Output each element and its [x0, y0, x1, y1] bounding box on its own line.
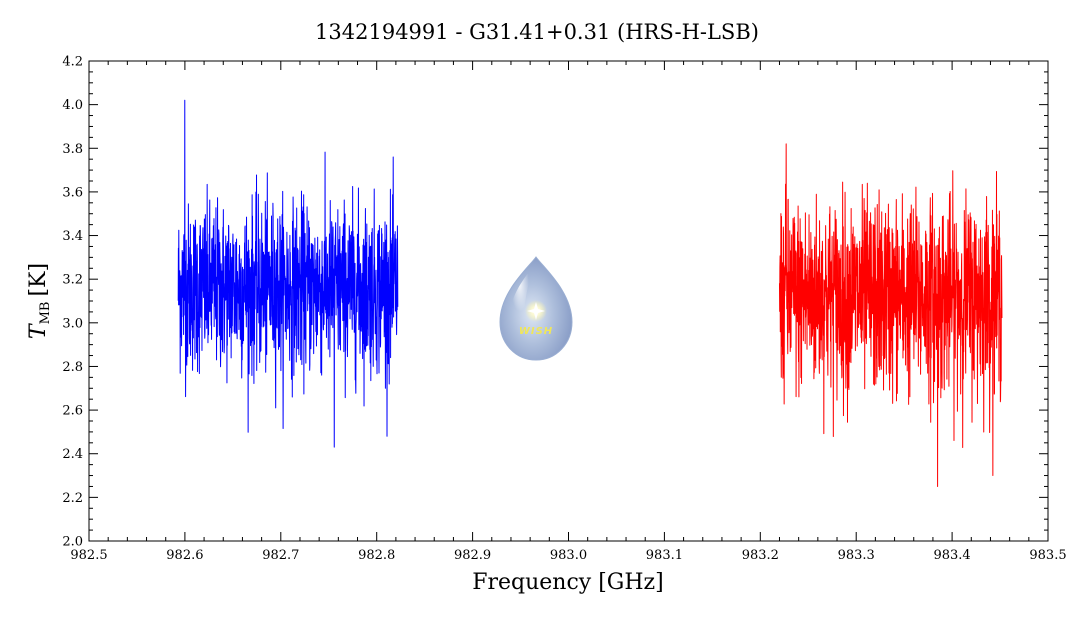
y-tick-label: 2.6 [62, 404, 83, 419]
y-axis-label-symbol: T [26, 322, 51, 339]
y-axis-label-unit: [K] [26, 263, 51, 297]
x-tick-label: 982.7 [262, 548, 299, 563]
x-tick-label: 983.2 [742, 548, 779, 563]
y-tick-label: 2.0 [62, 535, 83, 550]
y-tick-label: 3.2 [62, 273, 83, 288]
x-tick-label: 983.0 [550, 548, 587, 563]
x-axis-label: Frequency [GHz] [472, 570, 664, 595]
series-group [177, 99, 1003, 487]
y-axis-label-subscript: MB [38, 302, 53, 325]
y-tick-label: 4.2 [62, 55, 83, 70]
y-tick-label: 3.4 [62, 229, 83, 244]
x-tick-label: 982.8 [358, 548, 395, 563]
series-line-2 [778, 143, 1003, 487]
x-tick-label: 983.1 [646, 548, 683, 563]
series-line-1 [177, 99, 399, 448]
x-tick-label: 982.9 [454, 548, 491, 563]
logo-label: WISH [519, 326, 553, 337]
y-tick-label: 3.6 [62, 185, 83, 200]
x-tick-label: 982.6 [166, 548, 203, 563]
x-tick-label: 983.5 [1029, 548, 1066, 563]
ticks-group: 982.5 982.6 982.7 982.8 982.9 983.0 983.1 983.2… [62, 55, 1066, 564]
y-tick-label: 2.8 [62, 360, 83, 375]
y-tick-label: 2.4 [62, 447, 83, 462]
wish-water-drop-logo-icon: WISH [499, 256, 573, 361]
y-tick-label: 3.0 [62, 316, 83, 331]
x-tick-label: 982.5 [70, 548, 107, 563]
y-tick-label: 2.2 [62, 491, 83, 506]
y-tick-label: 4.0 [62, 98, 83, 113]
x-tick-label: 983.3 [838, 548, 875, 563]
chart-title: 1342194991 - G31.41+0.31 (HRS-H-LSB) [315, 20, 759, 44]
x-tick-label: 983.4 [933, 548, 970, 563]
y-axis-label: TMB [K] [26, 263, 53, 339]
y-tick-label: 3.8 [62, 142, 83, 157]
